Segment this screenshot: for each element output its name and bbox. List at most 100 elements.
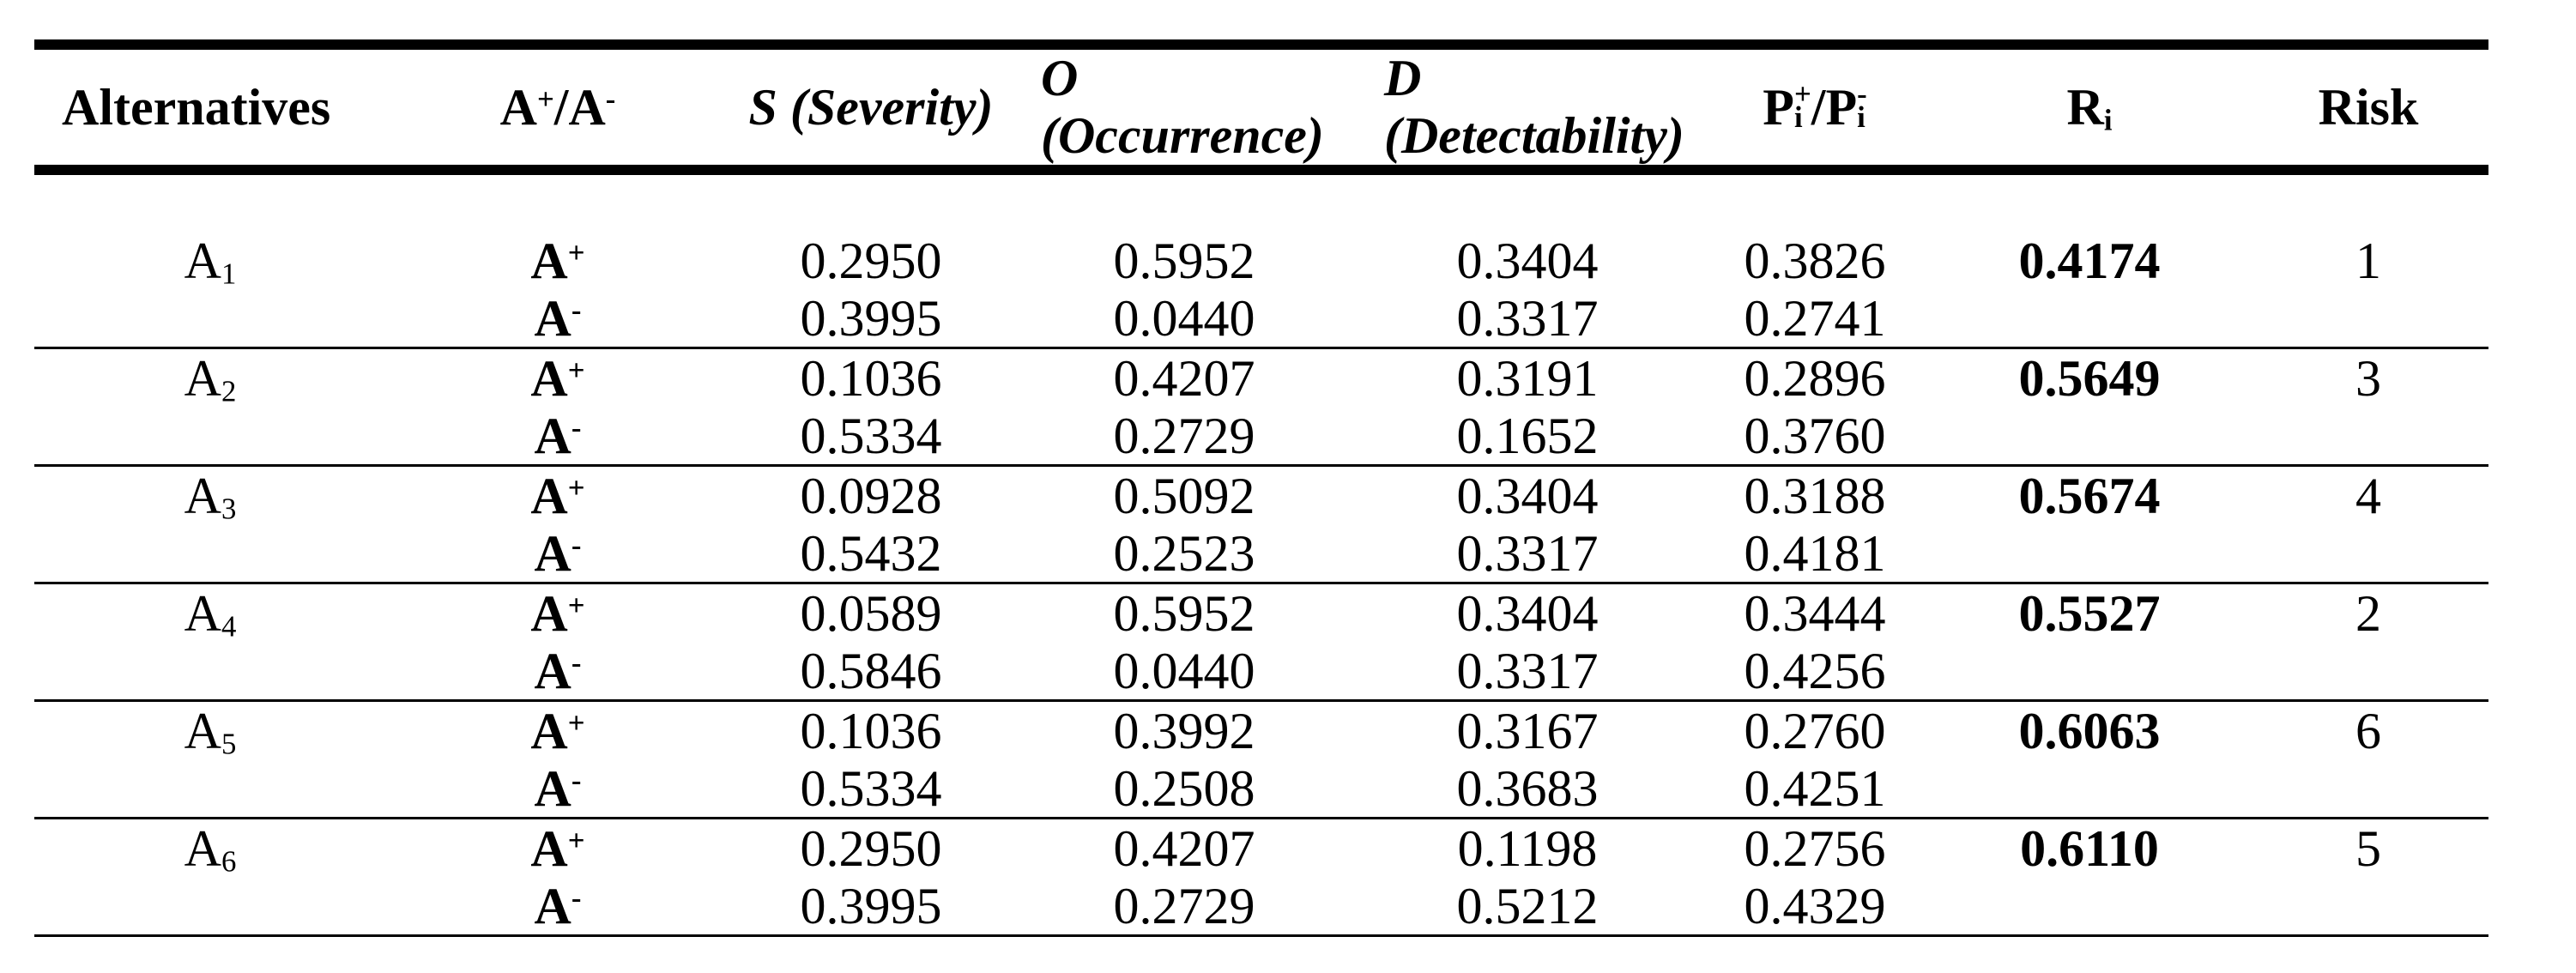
cell-empty [1931,524,2248,582]
cell-ideal-sign: A- [386,289,729,347]
cell-severity: 0.0928 [729,467,1013,524]
cell-severity: 0.3995 [729,289,1013,347]
detectability-value: 0.3683 [1456,759,1599,817]
cell-ideal-sign: A+ [386,819,729,877]
p-value: 0.4256 [1744,642,1886,699]
cell-alternative: A5 [34,702,386,759]
alt-group-a3: A3 A+ 0.0928 0.5092 0.3404 0.3188 0.5674… [34,467,2488,584]
cell-p: 0.3188 [1699,467,1931,524]
severity-value: 0.0589 [800,584,942,642]
cell-severity: 0.5846 [729,642,1013,699]
cell-ideal-sign: A- [386,407,729,464]
cell-ideal-sign: A- [386,642,729,699]
cell-ri: 0.5527 [1931,584,2248,642]
table-row-a1-minus: A- 0.3995 0.0440 0.3317 0.2741 [34,289,2488,347]
cell-occurrence: 0.3992 [1013,702,1356,759]
p-value: 0.4181 [1744,524,1886,582]
cell-occurrence: 0.0440 [1013,289,1356,347]
risk-value: 3 [2355,349,2381,407]
detectability-header-line2: (Detectability) [1384,107,1684,164]
cell-occurrence: 0.2729 [1013,407,1356,464]
cell-p: 0.2896 [1699,349,1931,407]
cell-empty [1931,289,2248,347]
detectability-value: 0.1198 [1457,819,1598,877]
cell-detectability: 0.3404 [1356,584,1699,642]
p-value: 0.2760 [1744,702,1886,759]
col-header-severity: S (Severity) [729,50,1013,165]
cell-occurrence: 0.2729 [1013,877,1356,934]
cell-occurrence: 0.0440 [1013,642,1356,699]
cell-ideal-sign: A+ [386,584,729,642]
table-header-row: Alternatives A+/A- S (Severity) O (Occur… [34,50,2488,165]
cell-detectability: 0.3317 [1356,289,1699,347]
cell-detectability: 0.1652 [1356,407,1699,464]
severity-value: 0.0928 [800,467,942,524]
cell-occurrence: 0.4207 [1013,349,1356,407]
cell-empty [1931,877,2248,934]
table-row-a2-minus: A- 0.5334 0.2729 0.1652 0.3760 [34,407,2488,464]
cell-empty [1931,759,2248,817]
cell-empty [34,877,386,934]
ideal-sign-label: A- [534,877,582,934]
risk-value: 5 [2355,819,2381,877]
cell-risk: 6 [2248,702,2488,759]
cell-detectability: 0.3404 [1356,467,1699,524]
alt-group-a4: A4 A+ 0.0589 0.5952 0.3404 0.3444 0.5527… [34,584,2488,702]
occurrence-value: 0.4207 [1113,349,1255,407]
p-index-header-label: P + i/P - i [1763,76,1867,136]
col-header-alternatives: Alternatives [34,50,386,165]
cell-ideal-sign: A- [386,877,729,934]
p-value: 0.4251 [1744,759,1886,817]
alt-group-a6: A6 A+ 0.2950 0.4207 0.1198 0.2756 0.6110… [34,819,2488,937]
severity-value: 0.1036 [800,702,942,759]
detectability-value: 0.3317 [1456,289,1599,347]
cell-risk: 2 [2248,584,2488,642]
table-row-a6-minus: A- 0.3995 0.2729 0.5212 0.4329 [34,877,2488,934]
alternative-label: A4 [184,584,237,643]
risk-value: 1 [2355,232,2381,289]
cell-ri: 0.6063 [1931,702,2248,759]
detectability-value: 0.3317 [1456,524,1599,582]
p-value: 0.3188 [1744,467,1886,524]
occurrence-value: 0.3992 [1113,702,1255,759]
detectability-value: 0.3317 [1456,642,1599,699]
cell-alternative: A1 [34,232,386,289]
cell-p: 0.2741 [1699,289,1931,347]
p-value: 0.3826 [1744,232,1886,289]
cell-risk: 5 [2248,819,2488,877]
detectability-value: 0.3404 [1456,467,1599,524]
p-value: 0.2741 [1744,289,1886,347]
cell-alternative: A3 [34,467,386,524]
occurrence-value: 0.2508 [1113,759,1255,817]
occurrence-value: 0.5952 [1113,232,1255,289]
ideal-sign-label: A+ [530,467,585,524]
ri-value: 0.5649 [2018,349,2161,407]
risk-value: 6 [2355,702,2381,759]
cell-risk: 3 [2248,349,2488,407]
cell-p: 0.2760 [1699,702,1931,759]
severity-value: 0.5334 [800,407,942,464]
ideal-sign-label: A+ [530,702,585,759]
cell-ideal-sign: A+ [386,467,729,524]
cell-p: 0.4329 [1699,877,1931,934]
cell-p: 0.4181 [1699,524,1931,582]
cell-severity: 0.2950 [729,232,1013,289]
cell-empty [2248,877,2488,934]
ideal-sign-label: A- [534,524,582,582]
severity-value: 0.5334 [800,759,942,817]
cell-severity: 0.1036 [729,349,1013,407]
cell-p: 0.4251 [1699,759,1931,817]
severity-value: 0.1036 [800,349,942,407]
cell-p: 0.2756 [1699,819,1931,877]
ideal-sign-label: A- [534,642,582,699]
ri-value: 0.4174 [2018,232,2161,289]
table-row-a5-plus: A5 A+ 0.1036 0.3992 0.3167 0.2760 0.6063… [34,702,2488,759]
cell-severity: 0.1036 [729,702,1013,759]
cell-empty [1931,407,2248,464]
severity-header-label: S (Severity) [748,79,994,136]
cell-empty [34,642,386,699]
cell-alternative: A2 [34,349,386,407]
cell-detectability: 0.3683 [1356,759,1699,817]
ri-value: 0.6063 [2018,702,2161,759]
